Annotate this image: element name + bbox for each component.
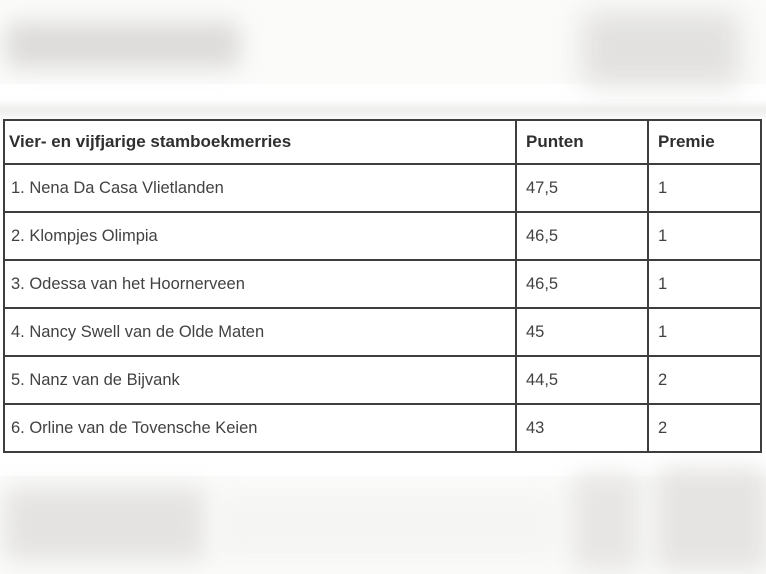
punten-cell: 47,5: [515, 163, 649, 213]
blurred-strip-above-table: [0, 105, 766, 116]
results-table: Vier- en vijfjarige stamboekmerries Punt…: [3, 119, 762, 453]
punten-cell: 46,5: [515, 259, 649, 309]
blurred-content-bottom-right-edge: [656, 468, 766, 570]
mare-name-cell: 3. Odessa van het Hoornerveen: [3, 259, 517, 309]
mare-name-cell: 4. Nancy Swell van de Olde Maten: [3, 307, 517, 357]
blurred-content-top-left: [6, 22, 240, 68]
premie-cell: 1: [647, 307, 762, 357]
premie-cell: 1: [647, 259, 762, 309]
mare-name-cell: 2. Klompjes Olimpia: [3, 211, 517, 261]
blurred-content-bottom-left: [4, 488, 206, 560]
table-header-row: Vier- en vijfjarige stamboekmerries Punt…: [3, 119, 762, 165]
table-row: 2. Klompjes Olimpia 46,5 1: [3, 211, 762, 261]
premie-cell: 1: [647, 163, 762, 213]
punten-cell: 43: [515, 403, 649, 453]
blurred-content-bottom-center: [215, 492, 555, 558]
mare-name-cell: 6. Orline van de Tovensche Keien: [3, 403, 517, 453]
blurred-content-top-right: [582, 12, 740, 86]
table-row: 1. Nena Da Casa Vlietlanden 47,5 1: [3, 163, 762, 213]
premie-cell: 2: [647, 355, 762, 405]
column-header-punten: Punten: [515, 119, 649, 165]
column-header-name: Vier- en vijfjarige stamboekmerries: [3, 119, 517, 165]
column-header-premie: Premie: [647, 119, 762, 165]
table-row: 3. Odessa van het Hoornerveen 46,5 1: [3, 259, 762, 309]
blurred-content-bottom-right-band: [572, 474, 640, 570]
punten-cell: 45: [515, 307, 649, 357]
punten-cell: 46,5: [515, 211, 649, 261]
premie-cell: 2: [647, 403, 762, 453]
punten-cell: 44,5: [515, 355, 649, 405]
premie-cell: 1: [647, 211, 762, 261]
table-row: 6. Orline van de Tovensche Keien 43 2: [3, 403, 762, 453]
table-row: 4. Nancy Swell van de Olde Maten 45 1: [3, 307, 762, 357]
table-row: 5. Nanz van de Bijvank 44,5 2: [3, 355, 762, 405]
mare-name-cell: 5. Nanz van de Bijvank: [3, 355, 517, 405]
mare-name-cell: 1. Nena Da Casa Vlietlanden: [3, 163, 517, 213]
